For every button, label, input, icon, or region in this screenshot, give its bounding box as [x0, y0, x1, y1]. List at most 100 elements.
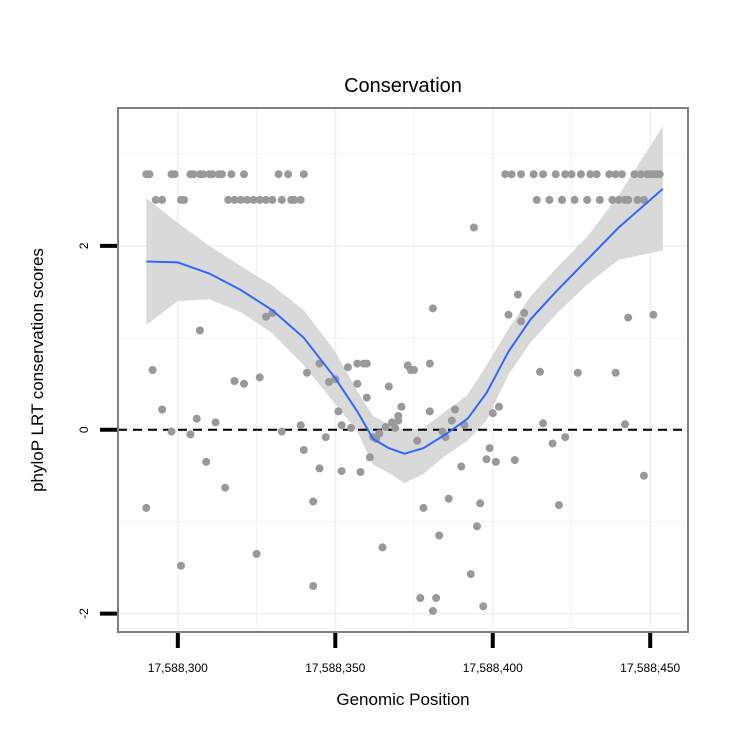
data-point — [558, 195, 566, 204]
data-point — [633, 195, 642, 204]
data-point — [384, 382, 393, 391]
data-point — [567, 170, 576, 179]
data-point — [451, 405, 459, 414]
x-tick-label: 17,588,400 — [463, 661, 523, 675]
data-point — [595, 195, 604, 204]
x-tick-label: 17,588,450 — [620, 661, 680, 675]
data-point — [230, 195, 239, 204]
data-point — [299, 170, 308, 179]
data-point — [142, 503, 151, 512]
data-point — [608, 195, 617, 204]
data-point — [495, 402, 503, 411]
data-point — [262, 312, 270, 321]
data-point — [469, 223, 478, 232]
data-point — [148, 366, 157, 374]
y-tick-label: -2 — [77, 608, 91, 619]
data-point — [277, 427, 286, 436]
data-point — [211, 418, 220, 427]
data-point — [457, 462, 466, 471]
confidence-band — [146, 126, 663, 484]
data-point — [221, 483, 230, 492]
data-point — [240, 379, 248, 388]
data-point — [611, 170, 620, 179]
data-point — [224, 195, 233, 204]
data-point — [529, 170, 538, 179]
data-point — [485, 444, 494, 453]
data-point — [397, 402, 406, 411]
data-point — [192, 414, 201, 423]
y-tick-label: 2 — [77, 242, 91, 249]
confidence-band-layer — [146, 126, 663, 484]
data-point — [255, 373, 264, 382]
data-point — [217, 170, 226, 179]
y-axis-title: phyloP LRT conservation scores — [28, 248, 47, 492]
data-point — [227, 170, 236, 179]
data-point — [343, 363, 352, 372]
data-point — [378, 543, 387, 552]
data-point — [394, 416, 403, 425]
data-point — [274, 170, 283, 179]
loess-fit-line — [146, 188, 664, 455]
data-point — [447, 416, 456, 425]
data-point — [303, 368, 311, 377]
data-points-layer — [142, 170, 664, 615]
data-point — [586, 170, 595, 179]
data-point — [573, 368, 582, 377]
data-point — [362, 393, 371, 402]
data-point — [353, 359, 362, 368]
data-point — [428, 606, 437, 615]
data-point — [381, 423, 390, 431]
data-point — [517, 170, 526, 179]
data-point — [636, 170, 645, 179]
data-point — [425, 359, 434, 368]
data-point — [240, 170, 248, 179]
data-point — [630, 170, 639, 179]
data-point — [561, 433, 570, 442]
data-point — [624, 313, 633, 322]
data-point — [513, 290, 522, 299]
data-point — [507, 170, 516, 179]
data-point — [284, 170, 293, 179]
data-point — [290, 195, 299, 204]
data-point — [444, 494, 453, 503]
data-point — [356, 468, 365, 476]
data-point — [428, 304, 437, 313]
data-point — [365, 453, 374, 462]
axes-layer: 17,588,300 17,588,350 17,588,400 17,588,450… — [77, 242, 681, 675]
data-point — [151, 195, 160, 204]
data-point — [334, 407, 343, 416]
data-point — [391, 423, 400, 432]
data-point — [611, 368, 620, 377]
data-point — [504, 310, 513, 319]
data-point — [199, 170, 207, 179]
data-point — [539, 419, 548, 428]
data-point — [425, 407, 434, 416]
data-point — [649, 310, 658, 319]
data-point — [309, 497, 318, 506]
data-point — [170, 170, 179, 179]
data-point — [321, 433, 330, 442]
data-point — [255, 195, 264, 204]
data-point — [347, 423, 355, 432]
data-point — [576, 170, 585, 179]
data-point — [177, 561, 185, 570]
data-point — [195, 326, 204, 335]
data-point — [353, 379, 362, 388]
data-point — [554, 501, 563, 510]
data-point — [655, 170, 664, 179]
data-point — [435, 531, 444, 540]
data-point — [208, 170, 217, 179]
data-point — [325, 378, 333, 386]
data-point — [466, 570, 475, 579]
data-point — [479, 602, 488, 611]
data-point — [491, 457, 500, 466]
chart-title: Conservation — [344, 75, 462, 97]
data-point — [621, 420, 629, 429]
data-point — [309, 582, 318, 590]
smooth-line-layer — [146, 188, 664, 455]
x-axis-title: Genomic Position — [336, 690, 469, 709]
data-point — [230, 377, 239, 385]
data-point — [296, 195, 305, 204]
